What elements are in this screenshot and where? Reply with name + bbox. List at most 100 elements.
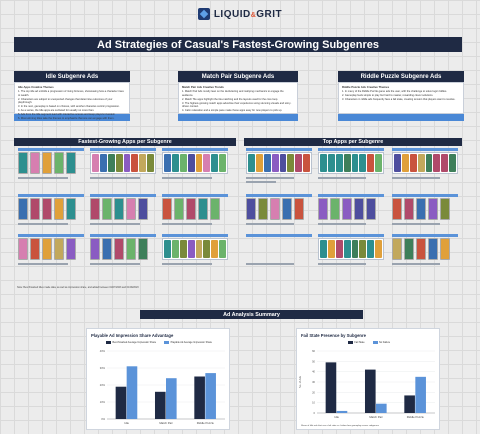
subgenre-group-bar bbox=[162, 148, 228, 151]
legend-swatch bbox=[164, 341, 170, 344]
legend-label: Benchmarked Average Impression Share bbox=[112, 341, 157, 344]
subgenre-group-bar bbox=[392, 234, 458, 237]
screenshot-frame bbox=[449, 154, 456, 172]
screenshot-frame bbox=[359, 240, 367, 258]
screenshot-frame bbox=[123, 154, 131, 172]
caption-line bbox=[392, 223, 440, 225]
app-thumbnail bbox=[42, 198, 52, 220]
riddle-puzzle-line: 3. Characters in riddle ads frequently f… bbox=[342, 98, 456, 102]
bar-match-pair-0 bbox=[154, 391, 166, 419]
app-thumbnail bbox=[18, 198, 28, 220]
screenshot-frame bbox=[187, 240, 195, 258]
caption-line bbox=[392, 263, 440, 265]
caption-line bbox=[246, 263, 294, 265]
y-tick-label: 0 bbox=[314, 411, 316, 415]
screenshot-frame bbox=[351, 240, 359, 258]
caption-line bbox=[90, 263, 140, 265]
caption-line bbox=[90, 223, 140, 225]
legend-label: Fail State bbox=[354, 341, 365, 344]
screenshot-frame bbox=[171, 154, 179, 172]
caption-line bbox=[18, 223, 68, 225]
bar-match-pair-1 bbox=[376, 403, 387, 413]
caption-line bbox=[162, 223, 212, 225]
y-tick-label: 40% bbox=[100, 349, 106, 353]
bar-match-pair-1 bbox=[166, 378, 177, 419]
y-tick-label: 60 bbox=[312, 349, 315, 353]
y-tick-label: 20 bbox=[312, 390, 315, 394]
idle-card-footer bbox=[14, 114, 130, 121]
riddle-puzzle-line: 2. Gameplay feels simple to play but har… bbox=[342, 94, 434, 98]
y-tick-label: 10% bbox=[100, 400, 106, 404]
app-thumbnail bbox=[354, 198, 364, 220]
screenshot-frame bbox=[417, 154, 425, 172]
screenshot-frame bbox=[335, 240, 343, 258]
idle-card-title: Idle Subgenre Ads bbox=[14, 71, 130, 82]
impression-share-chart-panel: Playable Ad Impression Share Advantage B… bbox=[86, 328, 230, 430]
idle-line: 5. Ads from the Idle segment lead with i… bbox=[18, 113, 116, 117]
app-thumbnail bbox=[404, 198, 414, 220]
screenshot-frame bbox=[375, 154, 382, 172]
subgenre-group-bar bbox=[162, 234, 228, 237]
screenshot-frame bbox=[375, 240, 382, 258]
match-pair-card-title: Match Pair Subgenre Ads bbox=[178, 71, 298, 82]
subgenre-group-bar bbox=[318, 148, 384, 151]
legend-swatch bbox=[347, 341, 353, 344]
idle-line: 1. The top idle ad unfolds a progression… bbox=[18, 90, 124, 97]
x-tick-label: Match Pair bbox=[159, 421, 172, 425]
app-thumbnail bbox=[66, 198, 76, 220]
screenshot-frame bbox=[343, 154, 351, 172]
screenshot-frame bbox=[394, 154, 401, 172]
bar-idle-0 bbox=[325, 362, 337, 413]
app-thumbnail bbox=[198, 198, 208, 220]
bar-riddle-puzzle-1 bbox=[415, 376, 426, 413]
y-tick-label: 10 bbox=[312, 401, 315, 405]
screenshot-frame bbox=[164, 240, 171, 258]
idle-card-subtitle: Idle Apps Creative Themes bbox=[18, 85, 54, 89]
liquid-grit-logo-icon bbox=[197, 8, 210, 20]
screenshot-frame bbox=[219, 154, 226, 172]
bar-idle-1 bbox=[336, 410, 348, 413]
caption-line bbox=[162, 263, 212, 265]
match-pair-card-footer bbox=[178, 114, 298, 121]
y-tick-label: 50 bbox=[312, 359, 315, 363]
screenshot-frame bbox=[271, 154, 279, 172]
screenshot-frame bbox=[211, 154, 219, 172]
screenshot-frame bbox=[433, 154, 441, 172]
riddle-puzzle-card-body: Riddle Puzzle Ads Creative Themes 1. In … bbox=[338, 82, 464, 114]
legend-label: Playable Ad Average Impression Share bbox=[170, 341, 212, 344]
screenshot-frame bbox=[187, 154, 195, 172]
screenshot-frame bbox=[139, 154, 147, 172]
screenshot-frame bbox=[441, 154, 449, 172]
screenshot-frame bbox=[320, 240, 327, 258]
caption-line bbox=[90, 177, 140, 179]
subgenre-group-bar bbox=[18, 234, 84, 237]
riddle-puzzle-card-footer bbox=[338, 114, 464, 121]
y-tick-label: 20% bbox=[100, 383, 106, 387]
subgenre-group-bar bbox=[246, 194, 312, 197]
caption-line bbox=[392, 177, 440, 179]
x-tick-label: Riddle Puzzle bbox=[407, 415, 425, 419]
match-pair-card: Match Pair Subgenre Ads Match Pair Ads C… bbox=[178, 71, 298, 121]
caption-line bbox=[318, 177, 366, 179]
riddle-puzzle-card-subtitle: Riddle Puzzle Ads Creative Themes bbox=[342, 85, 390, 89]
app-thumbnail bbox=[392, 198, 402, 220]
y-tick-label: 30 bbox=[312, 380, 315, 384]
screenshot-frame bbox=[409, 154, 417, 172]
app-thumbnail bbox=[210, 198, 220, 220]
app-thumbnail bbox=[342, 198, 352, 220]
y-tick-label: 40 bbox=[312, 370, 315, 374]
screenshot-frame bbox=[147, 154, 154, 172]
app-thumbnail bbox=[162, 198, 172, 220]
legend-item: No Failure bbox=[372, 341, 390, 344]
top-apps-header: Top Apps per Subgenre bbox=[244, 138, 462, 146]
legend-item: Playable Ad Average Impression Share bbox=[164, 341, 212, 344]
screenshot-frame bbox=[179, 240, 187, 258]
riddle-puzzle-card-title: Riddle Puzzle Subgenre Ads bbox=[338, 71, 464, 82]
screenshot-frame bbox=[211, 240, 219, 258]
match-pair-card-body: Match Pair Ads Creative Trends 1. Match … bbox=[178, 82, 298, 114]
brand-name: LIQUID&GRIT bbox=[213, 8, 283, 20]
app-screenshot-tile bbox=[90, 152, 156, 174]
caption-line bbox=[246, 223, 294, 225]
app-thumbnail bbox=[42, 152, 52, 174]
screenshot-frame bbox=[219, 240, 226, 258]
